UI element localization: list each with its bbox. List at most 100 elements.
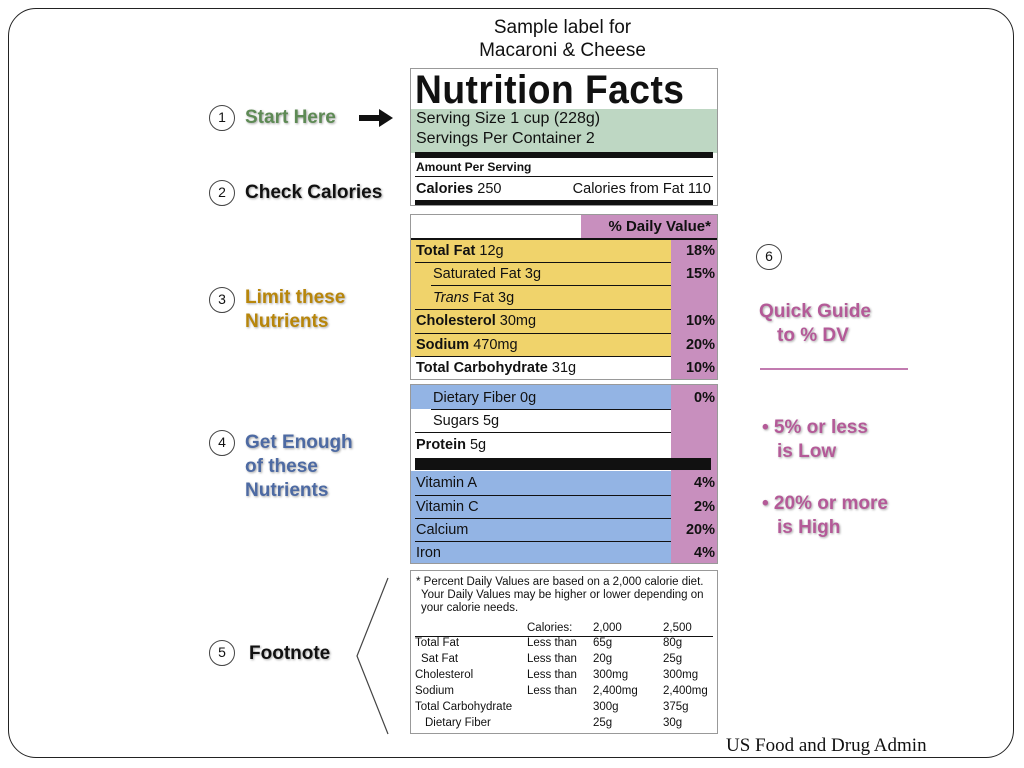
calories-row: Calories 250 (416, 178, 501, 200)
footnote-row-name: Sodium (415, 685, 454, 697)
footnote-row-2500: 25g (663, 653, 683, 665)
guide-low-line-1: • 5% or less (762, 417, 868, 438)
dv-vitamin-c: 2% (694, 499, 715, 515)
footnote-row-name: Sat Fat (421, 653, 459, 665)
serving-band (411, 109, 717, 153)
footnote-row-2500: 30g (663, 717, 683, 729)
thick-rule (415, 200, 713, 205)
footnote-line-1: * Percent Daily Values are based on a 2,… (416, 576, 704, 588)
divider (431, 285, 671, 286)
source-credit: US Food and Drug Admin (726, 735, 927, 756)
dv-sodium: 20% (685, 337, 715, 353)
callout-number-4: 4 (209, 430, 235, 456)
nutrient-protein: Protein 5g (416, 434, 486, 456)
dv-header-band (581, 215, 717, 239)
nutrient-amount: 470mg (473, 337, 518, 353)
servings-per-container: Servings Per Container 2 (416, 130, 595, 147)
divider (415, 333, 671, 334)
nutrient-name: Sodium (416, 337, 470, 353)
nutrient-amount: Fat 3g (473, 290, 515, 306)
callout-limit-line-1: Limit these (245, 287, 346, 308)
callout-enough-line-2: of these (245, 456, 318, 477)
footnote-header-2000: 2,000 (593, 622, 622, 634)
nutrient-saturated-fat: Saturated Fat 3g (433, 263, 541, 285)
divider (415, 541, 671, 542)
nutrient-dietary-fiber: Dietary Fiber 0g (433, 387, 536, 409)
footnote-row-2000: 20g (593, 653, 613, 665)
calories-value: 250 (477, 181, 502, 197)
divider (431, 409, 671, 410)
nutrient-cholesterol: Cholesterol 30mg (416, 310, 536, 332)
guide-low: • 5% or less is Low (762, 416, 868, 464)
nutrient-sugars: Sugars 5g (433, 410, 499, 432)
page-title: Sample label for Macaroni & Cheese (430, 16, 695, 62)
divider (415, 309, 671, 310)
footnote-row-2000: 2,400mg (593, 685, 638, 697)
divider (415, 636, 713, 637)
nutrient-amount: 30mg (499, 313, 537, 329)
quick-guide-divider (760, 368, 908, 370)
limit-band (411, 239, 671, 357)
callout-limit-line-2: Nutrients (245, 311, 329, 332)
dv-saturated-fat: 15% (685, 266, 715, 282)
thick-rule (415, 458, 711, 470)
dv-dietary-fiber: 0% (694, 390, 715, 406)
nutrient-amount: 5g (469, 437, 487, 453)
divider (415, 356, 671, 357)
footnote-row-limit: Less than (527, 669, 577, 681)
footnote-row-2000: 300g (593, 701, 619, 713)
callout-check-calories: Check Calories (245, 182, 383, 203)
dv-header: % Daily Value* (608, 218, 711, 235)
footnote-row-2000: 25g (593, 717, 613, 729)
nutrient-trans-fat: Trans Fat 3g (433, 287, 514, 309)
callout-number-2: 2 (209, 180, 235, 206)
footnote-row-2500: 375g (663, 701, 689, 713)
divider (415, 518, 671, 519)
callout-enough-line-3: Nutrients (245, 480, 329, 501)
iron: Iron (416, 545, 441, 561)
dv-cholesterol: 10% (685, 313, 715, 329)
footnote-row-name: Cholesterol (415, 669, 474, 681)
nutrient-total-carbohydrate: Total Carbohydrate 31g (416, 357, 576, 379)
callout-enough-line-1: Get Enough (245, 432, 353, 453)
footnote-row-2500: 300mg (663, 669, 699, 681)
dv-column (671, 239, 717, 379)
footnote-row-limit: Less than (527, 637, 577, 649)
vitamin-c: Vitamin C (416, 499, 479, 515)
nutrient-name: Trans (433, 290, 469, 306)
slide-frame (8, 8, 1014, 758)
dv-iron: 4% (694, 545, 715, 561)
nutrient-name: Total Fat (416, 243, 476, 259)
label-limit-section: % Daily Value* Total Fat 12g 18% Saturat… (410, 214, 718, 380)
fiber-band (411, 385, 671, 409)
nutrient-name: Total Carbohydrate (416, 360, 548, 376)
callout-number-1: 1 (209, 105, 235, 131)
callout-footnote: Footnote (249, 643, 331, 664)
quick-guide-title: Quick Guide to % DV (759, 300, 871, 348)
guide-low-line-2: is Low (777, 441, 837, 462)
label-heading: Nutrition Facts (415, 68, 685, 112)
guide-high: • 20% or more is High (762, 492, 888, 540)
footnote-line-2: Your Daily Values may be higher or lower… (421, 589, 704, 601)
amount-per-serving: Amount Per Serving (416, 160, 532, 174)
bracket-icon (354, 576, 390, 741)
dv-column (671, 385, 717, 563)
calcium: Calcium (416, 522, 469, 538)
divider (415, 495, 671, 496)
arrow-right-icon (359, 108, 393, 133)
divider (411, 238, 717, 240)
guide-high-line-2: is High (777, 517, 841, 538)
label-top-section: Nutrition Facts Serving Size 1 cup (228g… (410, 68, 718, 206)
nutrient-amount: 12g (479, 243, 504, 259)
label-enough-section: Dietary Fiber 0g 0% Sugars 5g Protein 5g… (410, 384, 718, 564)
callout-start-here: Start Here (245, 107, 336, 128)
callout-number-5: 5 (209, 640, 235, 666)
title-line-1: Sample label for (493, 17, 632, 38)
dv-total-carbohydrate: 10% (685, 360, 715, 376)
footnote-row-2500: 80g (663, 637, 683, 649)
nutrient-amount: 5g (482, 413, 500, 429)
footnote-row-2000: 300mg (593, 669, 629, 681)
footnote-row-limit: Less than (527, 685, 577, 697)
callout-number-6: 6 (756, 244, 782, 270)
nutrient-name: Protein (416, 437, 466, 453)
